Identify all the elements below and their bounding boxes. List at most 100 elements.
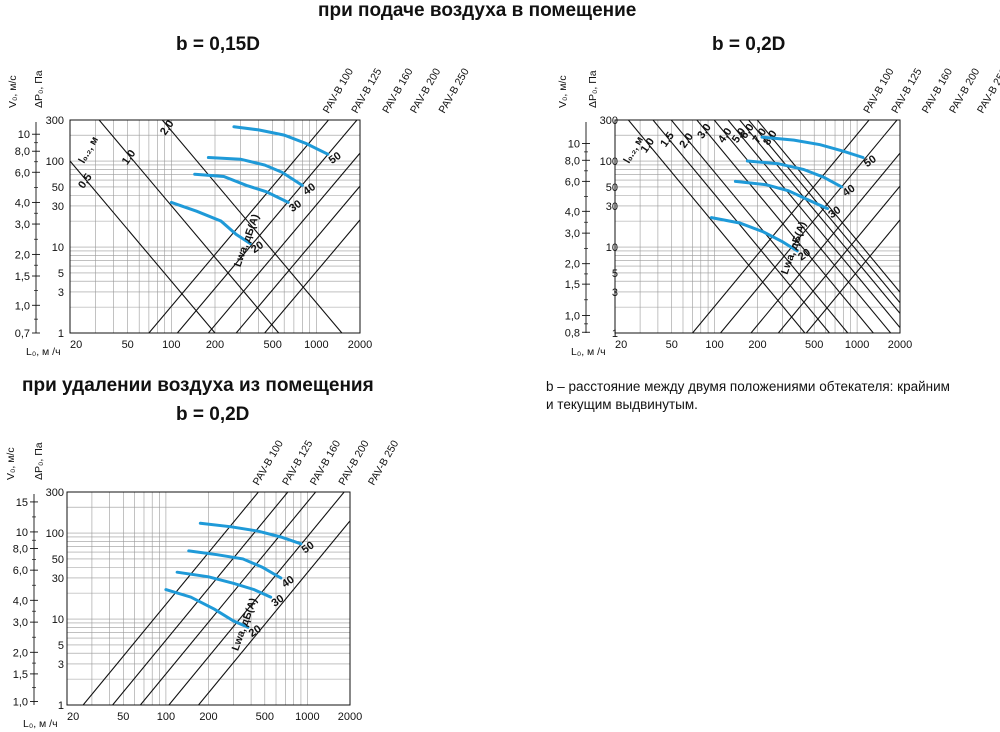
- x-tick-label-4: 200: [748, 339, 766, 351]
- pressure-tick-label-8: 300: [46, 487, 64, 499]
- chart-3-title: b = 0,2D: [176, 404, 250, 425]
- pressure-tick-label-2: 3: [58, 659, 64, 671]
- velocity-tick-label-9: 10: [18, 129, 30, 141]
- x-tick-label-3: 100: [705, 339, 723, 351]
- model-label-5: PAV-B 250: [366, 438, 401, 487]
- sound-curve-label-30: 30: [826, 204, 843, 221]
- velocity-tick-label-5: 3,0: [565, 228, 580, 240]
- model-line-2: [176, 120, 358, 333]
- velocity-tick-label-7: 8,0: [13, 544, 28, 556]
- velocity-tick-label-7: 6,0: [15, 167, 30, 179]
- model-line-3: [750, 152, 900, 333]
- sound-curve-label-30: 30: [287, 198, 304, 215]
- grid: [69, 119, 361, 334]
- sound-curve-label-40: 40: [280, 574, 297, 591]
- supply-section-title: при подаче воздуха в помещение: [318, 0, 637, 21]
- sound-curve-30: [175, 570, 273, 599]
- x-tick-label-2: 50: [122, 339, 134, 351]
- sound-curve-40: [187, 549, 283, 580]
- sound-curve-label-50: 50: [327, 150, 344, 167]
- velocity-tick-label-2: 1,5: [13, 669, 28, 681]
- grid: [614, 119, 901, 334]
- x-axis-label: L₀, м /ч: [571, 346, 606, 358]
- pressure-tick-label-5: 30: [606, 201, 618, 213]
- model-line-5: [198, 520, 350, 705]
- note-line-2: и текущим выдвинутым.: [546, 397, 698, 412]
- x-axis-label: L₀, м /ч: [23, 718, 58, 730]
- sound-curve-40: [745, 159, 844, 189]
- x-tick-label-1: 20: [615, 339, 627, 351]
- sound-curve-label-50: 50: [300, 539, 317, 556]
- x-tick-label-6: 1000: [304, 339, 328, 351]
- sound-curve-label-20: 20: [796, 247, 813, 264]
- note-line-1: b – расстояние между двумя положениями о…: [546, 379, 950, 394]
- throw-line-3: [161, 120, 343, 333]
- x-tick-label-7: 2000: [338, 711, 362, 723]
- pressure-tick-label-5: 30: [52, 201, 64, 213]
- throw-label-3: 2,0: [677, 131, 696, 150]
- pressure-tick-label-6: 50: [52, 182, 64, 194]
- velocity-tick-label-8: 8,0: [565, 155, 580, 167]
- x-tick-label-6: 1000: [845, 339, 869, 351]
- x-tick-label-4: 200: [206, 339, 224, 351]
- pressure-axis-title: ΔP₀, Па: [33, 70, 45, 108]
- throw-line-8: [747, 120, 900, 304]
- throw-line-5: [713, 120, 892, 333]
- throw-label-2: 1,5: [658, 130, 677, 149]
- pressure-tick-label-4: 10: [52, 242, 64, 254]
- pressure-tick-label-2: 3: [58, 287, 64, 299]
- x-tick-label-3: 100: [157, 711, 175, 723]
- model-line-1: [148, 120, 329, 333]
- velocity-tick-label-4: 3,0: [13, 617, 28, 629]
- velocity-tick-label-3: 1,5: [565, 279, 580, 291]
- exhaust-section-title: при удалении воздуха из помещения: [22, 375, 374, 396]
- velocity-tick-label-8: 10: [16, 527, 28, 539]
- velocity-tick-label-8: 8,0: [15, 146, 30, 158]
- velocity-tick-label-3: 2,0: [13, 647, 28, 659]
- model-line-2: [720, 120, 898, 333]
- velocity-axis-title: V₀, м/с: [5, 447, 17, 480]
- sound-curve-20: [164, 588, 250, 629]
- pressure-tick-label-2: 3: [612, 287, 618, 299]
- model-line-3: [207, 152, 360, 333]
- x-tick-label-7: 2000: [888, 339, 912, 351]
- pressure-tick-label-8: 300: [46, 115, 64, 127]
- throw-line-7: [739, 120, 900, 315]
- pressure-tick-label-5: 30: [52, 573, 64, 585]
- model-line-3: [139, 492, 317, 705]
- chart-2-title: b = 0,2D: [712, 34, 786, 55]
- velocity-tick-label-7: 6,0: [565, 176, 580, 188]
- throw-line-9: [756, 120, 900, 294]
- plot-frame: [66, 491, 351, 706]
- throw-line-2: [98, 120, 280, 333]
- pressure-axis-title: ΔP₀, Па: [33, 442, 45, 480]
- x-tick-label-2: 50: [117, 711, 129, 723]
- pressure-tick-label-7: 100: [46, 156, 64, 168]
- x-tick-label-4: 200: [199, 711, 217, 723]
- sound-curve-50: [232, 125, 330, 156]
- velocity-tick-label-5: 3,0: [15, 219, 30, 231]
- sound-curve-30: [193, 172, 290, 204]
- pressure-tick-label-1: 1: [612, 328, 618, 340]
- model-line-1: [692, 120, 870, 333]
- velocity-tick-label-6: 4,0: [565, 206, 580, 218]
- pressure-tick-label-7: 100: [46, 528, 64, 540]
- pressure-axis-title: ΔP₀, Па: [587, 70, 599, 108]
- x-tick-label-6: 1000: [295, 711, 319, 723]
- x-tick-label-3: 100: [162, 339, 180, 351]
- pressure-tick-label-3: 5: [58, 640, 64, 652]
- sound-curve-label-50: 50: [862, 153, 879, 170]
- model-line-4: [235, 185, 360, 333]
- pressure-tick-label-6: 50: [606, 182, 618, 194]
- sound-curve-label-20: 20: [247, 623, 264, 640]
- model-line-4: [168, 492, 345, 705]
- velocity-tick-label-1: 1,0: [13, 696, 28, 708]
- pressure-tick-label-3: 5: [58, 268, 64, 280]
- velocity-tick-label-4: 2,0: [15, 249, 30, 261]
- sound-curve-30: [733, 179, 829, 211]
- velocity-tick-label-9: 10: [568, 138, 580, 150]
- sound-curve-40: [206, 156, 304, 187]
- velocity-tick-label-3: 1,5: [15, 271, 30, 283]
